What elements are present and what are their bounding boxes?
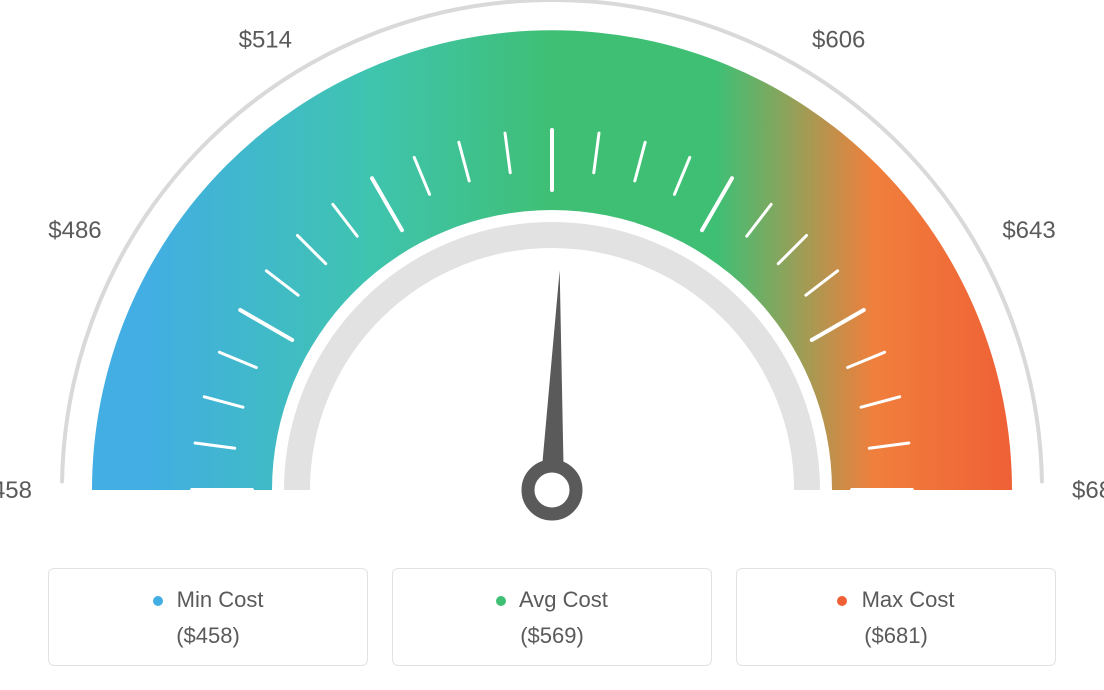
legend-avg-label: Avg Cost <box>393 587 711 613</box>
legend-avg-text: Avg Cost <box>519 587 608 612</box>
gauge-chart: $458$486$514$569$606$643$681 <box>0 0 1104 560</box>
dot-max <box>837 596 847 606</box>
legend-max: Max Cost ($681) <box>736 568 1056 666</box>
svg-text:$514: $514 <box>239 27 292 54</box>
svg-text:$643: $643 <box>1002 217 1055 244</box>
legend-min-label: Min Cost <box>49 587 367 613</box>
gauge-svg: $458$486$514$569$606$643$681 <box>0 0 1104 560</box>
svg-text:$458: $458 <box>0 477 32 504</box>
legend-max-value: ($681) <box>737 623 1055 649</box>
legend-avg: Avg Cost ($569) <box>392 568 712 666</box>
svg-text:$486: $486 <box>48 217 101 244</box>
legend-min: Min Cost ($458) <box>48 568 368 666</box>
dot-min <box>153 596 163 606</box>
svg-text:$681: $681 <box>1072 477 1104 504</box>
legend-min-text: Min Cost <box>177 587 264 612</box>
legend-avg-value: ($569) <box>393 623 711 649</box>
legend-max-label: Max Cost <box>737 587 1055 613</box>
legend-row: Min Cost ($458) Avg Cost ($569) Max Cost… <box>48 568 1056 666</box>
legend-max-text: Max Cost <box>862 587 955 612</box>
dot-avg <box>496 596 506 606</box>
svg-text:$606: $606 <box>812 27 865 54</box>
legend-min-value: ($458) <box>49 623 367 649</box>
